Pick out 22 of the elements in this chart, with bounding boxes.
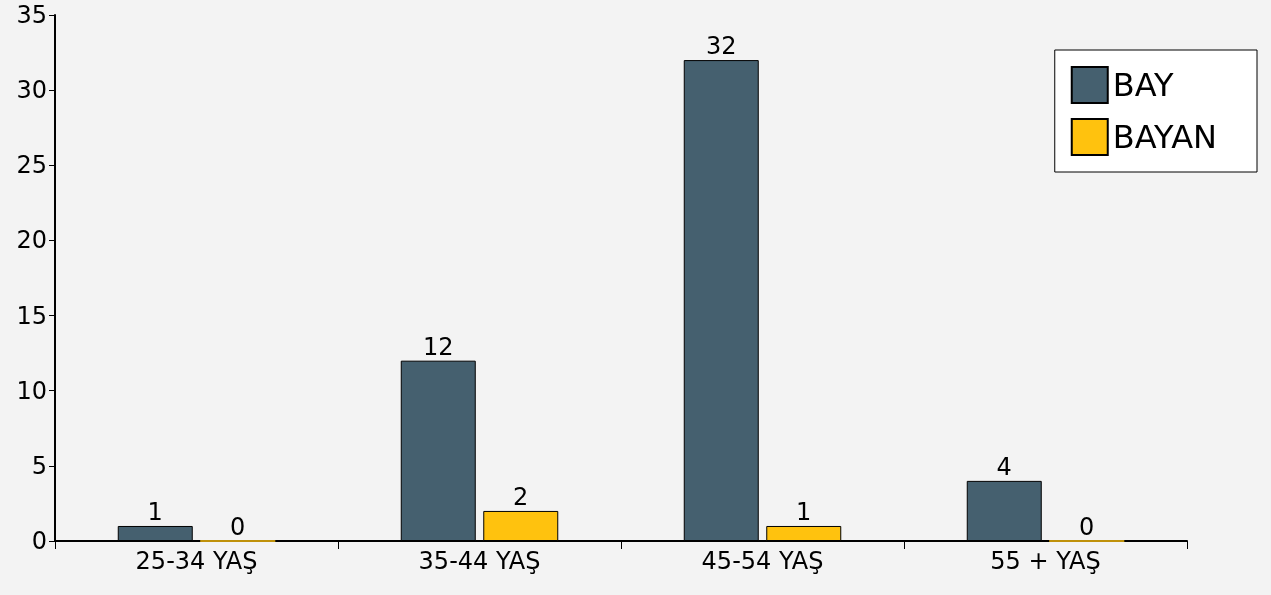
x-tick-label: 45-54 YAŞ <box>701 547 824 575</box>
data-label: 4 <box>996 452 1012 481</box>
y-tick-label: 35 <box>16 1 47 29</box>
data-label: 0 <box>1079 512 1095 541</box>
data-label: 12 <box>422 332 454 361</box>
data-label: 2 <box>513 482 529 511</box>
y-tick-label: 5 <box>31 451 47 480</box>
data-label: 1 <box>796 497 812 526</box>
y-tick-label: 20 <box>16 226 47 255</box>
y-tick-label: 10 <box>16 376 47 405</box>
y-tick-label: 15 <box>16 301 47 330</box>
legend-label: BAYAN <box>1112 118 1217 156</box>
x-tick-label: 25-34 YAŞ <box>135 547 258 575</box>
x-tick-label: 55 + YAŞ <box>990 547 1101 575</box>
data-label: 32 <box>705 32 737 61</box>
y-tick-label: 25 <box>16 151 47 180</box>
data-label: 1 <box>147 497 163 526</box>
y-tick-label: 0 <box>31 527 47 555</box>
x-tick-label: 35-44 YAŞ <box>418 547 541 575</box>
y-tick-label: 30 <box>16 76 47 105</box>
data-label: 0 <box>230 512 246 541</box>
legend-label: BAY <box>1112 66 1175 104</box>
